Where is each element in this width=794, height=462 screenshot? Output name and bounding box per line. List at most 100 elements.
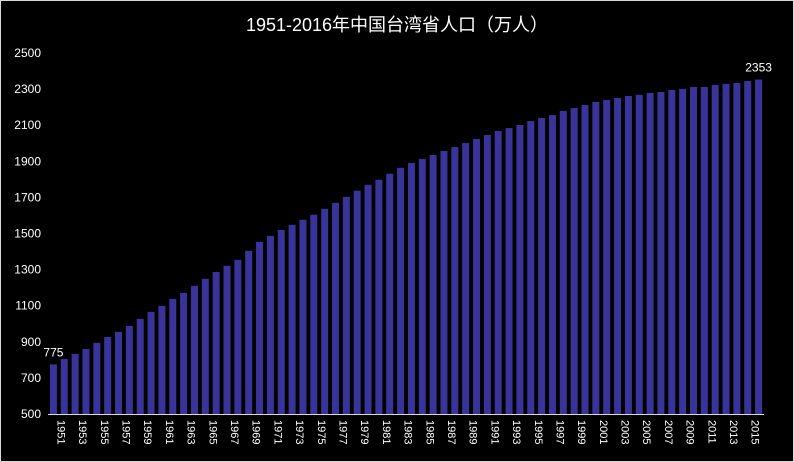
x-tick-label: 1981	[380, 420, 392, 444]
x-tick-label: 1953	[76, 420, 88, 444]
x-tick-label: 2003	[619, 420, 631, 444]
data-label: 2353	[745, 61, 772, 75]
bar-2016	[755, 79, 763, 414]
y-tick-label: 1100	[15, 299, 41, 313]
x-tick-label: 1991	[488, 420, 500, 444]
y-tick-label: 1500	[14, 227, 41, 241]
x-tick-label: 1965	[206, 420, 218, 444]
bar-1989	[462, 143, 470, 414]
data-label: 775	[43, 345, 63, 359]
x-tick-label: 1987	[445, 420, 457, 444]
chart-title: 1951-2016年中国台湾省人口（万人）	[245, 15, 549, 35]
bar-1995	[527, 121, 535, 415]
x-tick-label: 2013	[727, 420, 739, 444]
x-tick-label: 1997	[553, 420, 565, 444]
bar-2008	[668, 90, 676, 414]
bar-1984	[407, 162, 415, 414]
bar-1969	[245, 250, 253, 414]
bar-1999	[570, 108, 578, 415]
bar-2004	[624, 95, 632, 415]
x-tick-label: 1979	[358, 420, 370, 444]
bar-1972	[277, 229, 285, 414]
x-tick-label: 1967	[228, 420, 240, 444]
bar-1951	[49, 364, 57, 414]
bar-1964	[190, 285, 198, 414]
bar-2013	[722, 83, 730, 414]
bar-1990	[473, 138, 481, 414]
bar-1953	[71, 353, 79, 414]
bar-2000	[581, 104, 589, 414]
bar-1980	[364, 184, 372, 414]
bar-1960	[147, 311, 155, 414]
bar-1961	[158, 305, 166, 414]
bar-1983	[397, 167, 405, 414]
bar-1998	[559, 110, 567, 415]
x-tick-label: 2009	[684, 420, 696, 444]
bar-2006	[646, 92, 654, 414]
bar-2011	[700, 86, 708, 415]
x-tick-label: 1969	[250, 420, 262, 444]
y-tick-label: 1900	[14, 154, 41, 168]
bar-2007	[657, 91, 665, 414]
x-tick-label: 1963	[185, 420, 197, 444]
bar-1977	[331, 202, 339, 414]
y-tick-label: 900	[21, 335, 41, 349]
bar-2015	[744, 80, 752, 414]
x-tick-label: 2001	[597, 420, 609, 444]
y-tick-label: 1300	[14, 263, 41, 277]
x-tick-label: 1989	[467, 420, 479, 444]
x-tick-label: 1959	[141, 420, 153, 444]
bar-1956	[104, 336, 112, 414]
bar-2001	[592, 101, 600, 414]
bar-1997	[548, 115, 556, 414]
bar-1985	[418, 158, 426, 414]
bar-2014	[733, 82, 741, 414]
y-tick-label: 2500	[14, 46, 41, 60]
bar-1978	[342, 196, 350, 414]
bar-1981	[375, 179, 383, 414]
x-tick-label: 1983	[402, 420, 414, 444]
bar-1976	[321, 208, 329, 414]
x-tick-label: 2007	[662, 420, 674, 444]
bar-1959	[136, 318, 144, 414]
bar-1994	[516, 125, 524, 414]
bar-1955	[93, 342, 101, 414]
bar-1968	[234, 259, 242, 414]
x-tick-label: 2005	[640, 420, 652, 444]
bar-1991	[483, 134, 491, 414]
bar-1965	[201, 278, 209, 414]
x-tick-label: 1957	[120, 420, 132, 444]
bar-2003	[614, 97, 622, 414]
bar-1970	[256, 241, 264, 414]
bar-2010	[689, 86, 697, 415]
bar-1974	[299, 219, 307, 414]
bar-1993	[505, 128, 513, 414]
x-tick-label: 1993	[510, 420, 522, 444]
bar-1954	[82, 349, 90, 414]
y-tick-label: 500	[21, 407, 41, 421]
x-tick-label: 1951	[54, 420, 66, 444]
bar-2002	[603, 99, 611, 415]
bar-1987	[440, 151, 448, 414]
x-tick-label: 2015	[749, 420, 761, 444]
bar-2012	[711, 84, 719, 415]
x-tick-label: 1999	[575, 420, 587, 444]
bar-1996	[538, 117, 546, 414]
y-tick-label: 2100	[14, 118, 41, 132]
x-tick-label: 2011	[705, 420, 717, 444]
bar-1963	[180, 292, 188, 414]
bar-1973	[288, 224, 296, 414]
bar-1957	[115, 331, 123, 414]
bar-1962	[169, 298, 177, 414]
x-tick-label: 1955	[98, 420, 110, 444]
bar-1952	[60, 358, 68, 414]
y-tick-label: 700	[21, 371, 41, 385]
x-tick-label: 1973	[293, 420, 305, 444]
bar-1979	[353, 190, 361, 414]
bar-1958	[125, 325, 133, 414]
bar-1966	[212, 271, 220, 414]
x-tick-label: 1971	[271, 420, 283, 444]
x-tick-label: 1977	[336, 420, 348, 444]
y-tick-label: 1700	[14, 190, 41, 204]
